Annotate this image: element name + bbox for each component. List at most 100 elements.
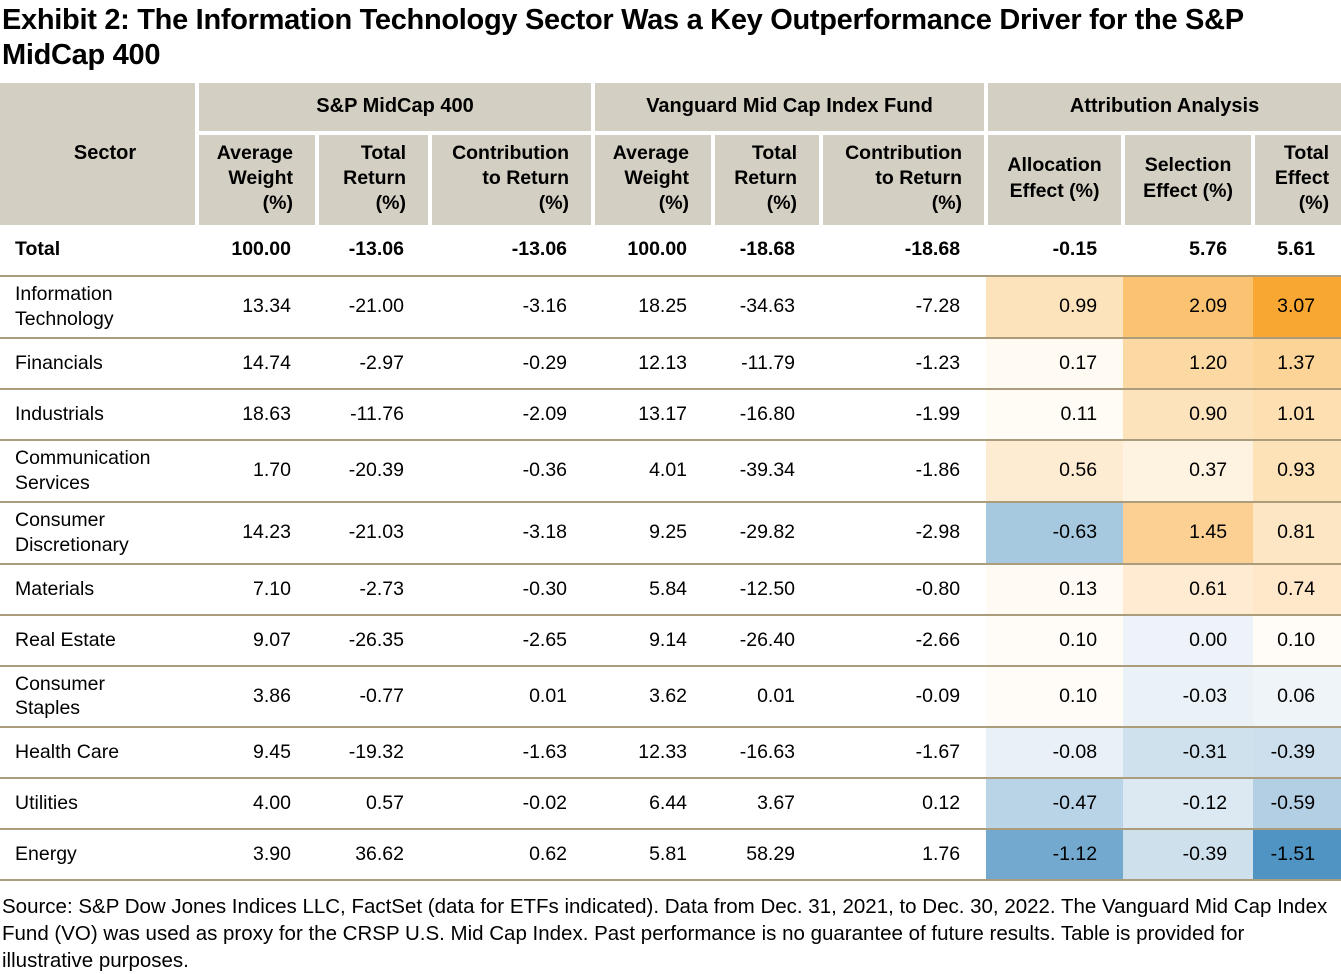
- value-cell: -0.02: [430, 778, 594, 831]
- value-cell: 7.10: [197, 563, 317, 616]
- value-cell: -0.15: [986, 224, 1124, 277]
- column-header-total-effect: Total Effect (%): [1251, 130, 1341, 225]
- table-row: Consumer Discretionary 14.23 -21.03 -3.18 9.…: [0, 501, 1341, 565]
- value-cell: -21.00: [317, 275, 430, 339]
- value-cell: -0.77: [317, 665, 430, 729]
- table-row: Health Care 9.45 -19.32 -1.63 12.33 -16.63 -1.…: [0, 727, 1341, 780]
- source-note: Source: S&P Dow Jones Indices LLC, FactS…: [2, 895, 1328, 972]
- value-cell: -0.36: [430, 439, 594, 503]
- sector-cell: Information Technology: [0, 275, 197, 339]
- value-cell: -19.32: [317, 727, 430, 780]
- value-cell: 0.17: [986, 337, 1124, 390]
- table-header: Sector S&P MidCap 400 Vanguard Mid Cap I…: [0, 82, 1341, 225]
- value-cell: 13.34: [197, 275, 317, 339]
- value-cell: 1.20: [1123, 337, 1254, 390]
- value-cell: -34.63: [713, 275, 822, 339]
- value-cell: 0.62: [430, 829, 594, 882]
- value-cell: -0.30: [430, 563, 594, 616]
- value-cell: -18.68: [821, 224, 987, 277]
- exhibit-title: Exhibit 2: The Information Technology Se…: [2, 4, 1244, 72]
- value-cell: 0.74: [1253, 563, 1341, 616]
- table-body: Total 100.00 -13.06 -13.06 100.00 -18.68 -18.6…: [0, 224, 1341, 882]
- value-cell: 36.62: [317, 829, 430, 882]
- value-cell: -2.65: [430, 614, 594, 667]
- value-cell: -2.97: [317, 337, 430, 390]
- value-cell: 5.81: [593, 829, 714, 882]
- sector-cell: Consumer Discretionary: [0, 501, 197, 565]
- sector-label: Energy: [15, 843, 77, 866]
- value-cell: 1.01: [1253, 388, 1341, 441]
- sector-label: Financials: [15, 351, 103, 374]
- value-cell: -0.12: [1123, 778, 1254, 831]
- value-cell: 0.56: [986, 439, 1124, 503]
- column-header-sp-total-return: Total Return (%): [315, 130, 430, 225]
- value-cell: 0.13: [986, 563, 1124, 616]
- sector-cell: Energy: [0, 829, 197, 882]
- value-cell: 0.01: [430, 665, 594, 729]
- value-cell: 0.06: [1253, 665, 1341, 729]
- value-cell: 100.00: [593, 224, 714, 277]
- sector-label: Information Technology: [15, 282, 114, 330]
- table-row: Financials 14.74 -2.97 -0.29 12.13 -11.79 -1.2…: [0, 337, 1341, 390]
- value-cell: -0.47: [986, 778, 1124, 831]
- sector-cell: Industrials: [0, 388, 197, 441]
- value-cell: -0.63: [986, 501, 1124, 565]
- value-cell: -29.82: [713, 501, 822, 565]
- value-cell: -0.29: [430, 337, 594, 390]
- sector-label: Materials: [15, 577, 95, 600]
- value-cell: 12.13: [593, 337, 714, 390]
- value-cell: -12.50: [713, 563, 822, 616]
- value-cell: 3.62: [593, 665, 714, 729]
- sector-label: Industrials: [15, 402, 104, 425]
- group-header-sp-midcap-400: S&P MidCap 400: [194, 82, 594, 133]
- column-header-sp-contribution: Contribution to Return (%): [427, 130, 594, 225]
- value-cell: 0.90: [1123, 388, 1254, 441]
- value-cell: 1.70: [197, 439, 317, 503]
- table-row: Information Technology 13.34 -21.00 -3.16 18…: [0, 275, 1341, 339]
- table-row: Materials 7.10 -2.73 -0.30 5.84 -12.50 -0.80 0.…: [0, 563, 1341, 616]
- value-cell: -26.40: [713, 614, 822, 667]
- sector-cell: Utilities: [0, 778, 197, 831]
- value-cell: -18.68: [713, 224, 822, 277]
- total-row: Total 100.00 -13.06 -13.06 100.00 -18.68 -18.6…: [0, 224, 1341, 277]
- value-cell: -0.03: [1123, 665, 1254, 729]
- value-cell: -2.66: [821, 614, 987, 667]
- table-row: Utilities 4.00 0.57 -0.02 6.44 3.67 0.12 -0.47-…: [0, 778, 1341, 831]
- value-cell: 3.07: [1253, 275, 1341, 339]
- value-cell: 100.00: [197, 224, 317, 277]
- value-cell: 18.63: [197, 388, 317, 441]
- value-cell: -0.39: [1253, 727, 1341, 780]
- value-cell: 13.17: [593, 388, 714, 441]
- value-cell: 3.86: [197, 665, 317, 729]
- table-row: Energy 3.90 36.62 0.62 5.81 58.29 1.76 -1.12 -0.…: [0, 829, 1341, 882]
- value-cell: 3.90: [197, 829, 317, 882]
- sector-cell: Consumer Staples: [0, 665, 197, 729]
- sector-cell: Total: [0, 224, 197, 277]
- value-cell: -1.63: [430, 727, 594, 780]
- value-cell: -3.16: [430, 275, 594, 339]
- value-cell: -1.99: [821, 388, 987, 441]
- value-cell: 1.76: [821, 829, 987, 882]
- value-cell: 1.45: [1123, 501, 1254, 565]
- value-cell: 0.81: [1253, 501, 1341, 565]
- value-cell: 0.11: [986, 388, 1124, 441]
- sector-cell: Materials: [0, 563, 197, 616]
- value-cell: 58.29: [713, 829, 822, 882]
- sector-cell: Financials: [0, 337, 197, 390]
- sector-cell: Health Care: [0, 727, 197, 780]
- value-cell: 5.61: [1253, 224, 1341, 277]
- value-cell: 18.25: [593, 275, 714, 339]
- value-cell: 12.33: [593, 727, 714, 780]
- value-cell: 14.23: [197, 501, 317, 565]
- value-cell: 5.84: [593, 563, 714, 616]
- sector-cell: Communication Services: [0, 439, 197, 503]
- value-cell: 9.14: [593, 614, 714, 667]
- sector-column-header: Sector: [0, 82, 197, 225]
- column-header-selection-effect: Selection Effect (%): [1121, 130, 1254, 225]
- sector-label: Real Estate: [15, 628, 116, 651]
- value-cell: -0.59: [1253, 778, 1341, 831]
- value-cell: -11.76: [317, 388, 430, 441]
- value-cell: -1.12: [986, 829, 1124, 882]
- value-cell: 0.37: [1123, 439, 1254, 503]
